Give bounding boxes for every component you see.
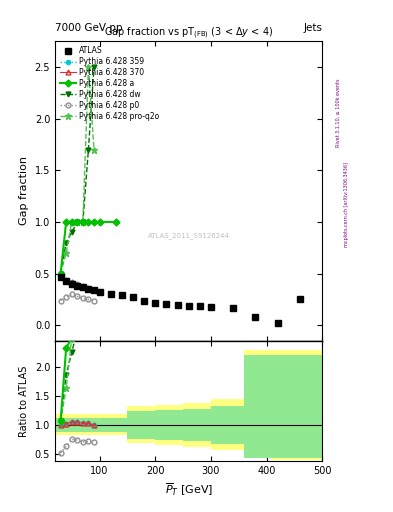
ATLAS	[81, 284, 85, 290]
Pythia 6.428 dw	[92, 63, 96, 70]
Pythia 6.428 370	[86, 285, 91, 291]
ATLAS	[153, 300, 158, 306]
ATLAS	[231, 305, 235, 311]
Pythia 6.428 p0	[69, 291, 74, 297]
ATLAS	[298, 296, 302, 303]
Pythia 6.428 p0	[81, 295, 85, 302]
Pythia 6.428 359	[81, 283, 85, 289]
ATLAS	[108, 291, 113, 297]
Line: Pythia 6.428 p0: Pythia 6.428 p0	[58, 292, 96, 303]
Pythia 6.428 a	[75, 219, 80, 225]
Line: Pythia 6.428 pro-q2o: Pythia 6.428 pro-q2o	[57, 63, 97, 277]
X-axis label: $\overline{P}_T$ [GeV]: $\overline{P}_T$ [GeV]	[165, 481, 213, 498]
Pythia 6.428 a	[86, 219, 91, 225]
Pythia 6.428 a	[81, 219, 85, 225]
Pythia 6.428 a	[92, 219, 96, 225]
Pythia 6.428 pro-q2o	[81, 219, 85, 225]
Pythia 6.428 pro-q2o	[86, 63, 91, 70]
Pythia 6.428 359	[75, 281, 80, 287]
Line: Pythia 6.428 a: Pythia 6.428 a	[58, 220, 119, 276]
Text: 7000 GeV pp: 7000 GeV pp	[55, 23, 123, 33]
Pythia 6.428 pro-q2o	[69, 219, 74, 225]
Pythia 6.428 a	[64, 219, 68, 225]
Line: Pythia 6.428 370: Pythia 6.428 370	[58, 274, 96, 292]
Pythia 6.428 dw	[69, 229, 74, 236]
Pythia 6.428 a	[58, 270, 63, 276]
Title: Gap fraction vs pT$_{\rm (FB)}$ (3 < $\Delta y$ < 4): Gap fraction vs pT$_{\rm (FB)}$ (3 < $\D…	[104, 26, 273, 41]
ATLAS	[130, 294, 135, 301]
Pythia 6.428 359	[58, 273, 63, 280]
Line: Pythia 6.428 dw: Pythia 6.428 dw	[58, 65, 96, 276]
Y-axis label: Ratio to ATLAS: Ratio to ATLAS	[19, 365, 29, 437]
Pythia 6.428 p0	[75, 293, 80, 300]
Pythia 6.428 370	[81, 283, 85, 289]
Y-axis label: Gap fraction: Gap fraction	[19, 156, 29, 225]
Pythia 6.428 359	[64, 277, 68, 283]
Pythia 6.428 370	[64, 277, 68, 283]
ATLAS	[92, 287, 96, 293]
Pythia 6.428 dw	[58, 270, 63, 276]
ATLAS	[69, 281, 74, 287]
ATLAS	[97, 289, 102, 295]
Text: Rivet 3.1.10, ≥ 100k events: Rivet 3.1.10, ≥ 100k events	[336, 78, 341, 147]
ATLAS	[119, 292, 124, 298]
ATLAS	[186, 303, 191, 309]
Pythia 6.428 p0	[86, 296, 91, 303]
Pythia 6.428 pro-q2o	[75, 219, 80, 225]
Pythia 6.428 dw	[64, 240, 68, 246]
Pythia 6.428 dw	[81, 219, 85, 225]
Pythia 6.428 370	[58, 273, 63, 280]
ATLAS	[175, 302, 180, 308]
Text: ATLAS_2011_S9126244: ATLAS_2011_S9126244	[148, 232, 230, 239]
ATLAS	[197, 303, 202, 309]
Line: ATLAS: ATLAS	[58, 274, 303, 326]
Pythia 6.428 p0	[58, 297, 63, 304]
Legend: ATLAS, Pythia 6.428 359, Pythia 6.428 370, Pythia 6.428 a, Pythia 6.428 dw, Pyth: ATLAS, Pythia 6.428 359, Pythia 6.428 37…	[59, 45, 160, 122]
Pythia 6.428 359	[69, 279, 74, 285]
Pythia 6.428 p0	[64, 294, 68, 301]
Pythia 6.428 359	[86, 285, 91, 291]
Pythia 6.428 370	[69, 279, 74, 285]
ATLAS	[253, 314, 258, 320]
ATLAS	[58, 273, 63, 280]
ATLAS	[142, 297, 147, 304]
Pythia 6.428 pro-q2o	[64, 250, 68, 256]
Pythia 6.428 p0	[92, 297, 96, 304]
Line: Pythia 6.428 359: Pythia 6.428 359	[59, 274, 96, 292]
ATLAS	[75, 283, 80, 289]
ATLAS	[164, 301, 169, 307]
ATLAS	[64, 278, 68, 284]
Pythia 6.428 a	[97, 219, 102, 225]
Pythia 6.428 370	[92, 287, 96, 293]
Text: mcplots.cern.ch [arXiv:1306.3436]: mcplots.cern.ch [arXiv:1306.3436]	[344, 162, 349, 247]
Pythia 6.428 dw	[75, 219, 80, 225]
Pythia 6.428 pro-q2o	[92, 146, 96, 153]
Pythia 6.428 pro-q2o	[58, 270, 63, 276]
ATLAS	[86, 286, 91, 292]
ATLAS	[209, 304, 213, 310]
Pythia 6.428 a	[114, 219, 119, 225]
Pythia 6.428 dw	[86, 146, 91, 153]
Pythia 6.428 359	[92, 287, 96, 293]
Text: Jets: Jets	[303, 23, 322, 33]
ATLAS	[275, 320, 280, 326]
Pythia 6.428 370	[75, 281, 80, 287]
Pythia 6.428 a	[69, 219, 74, 225]
